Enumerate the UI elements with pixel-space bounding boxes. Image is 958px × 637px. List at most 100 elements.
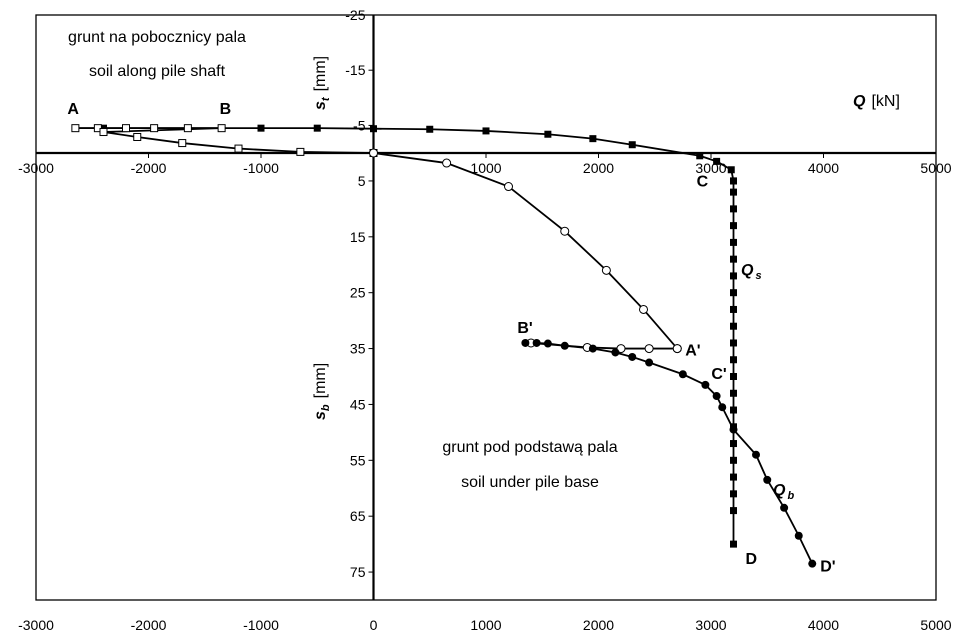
data-point-shaft_unloading bbox=[234, 144, 243, 153]
data-point-base_reloading bbox=[678, 370, 687, 379]
y-bottom-axis-subscript: b bbox=[320, 404, 332, 411]
data-point-shaft_unloading bbox=[178, 139, 187, 148]
data-point-Qs_vertical bbox=[730, 373, 737, 380]
data-point-shaft_unloading bbox=[296, 147, 305, 156]
data-point-Qs_vertical bbox=[730, 440, 737, 448]
y-tick-label: 65 bbox=[350, 508, 366, 524]
x-axis-title: Q [kN] bbox=[853, 93, 900, 110]
point-label: C' bbox=[711, 366, 726, 383]
data-point-base_reloading bbox=[780, 503, 789, 512]
y-tick-label: 75 bbox=[350, 564, 366, 580]
x-tick-label-bottom: 3000 bbox=[695, 617, 726, 633]
data-point-shaft_unloading bbox=[133, 132, 142, 141]
point-label: B' bbox=[517, 320, 532, 337]
y-top-axis-symbol: s bbox=[312, 101, 329, 110]
x-tick-label-top: -2000 bbox=[131, 160, 167, 176]
data-point-shaft_loading bbox=[713, 157, 721, 165]
x-tick-label-top: 4000 bbox=[808, 160, 839, 176]
data-point-base_reloading bbox=[521, 338, 530, 347]
data-point-Qs_vertical bbox=[730, 456, 737, 464]
y-tick-label: 45 bbox=[350, 396, 366, 412]
x-tick-label-bottom: -2000 bbox=[131, 617, 167, 633]
y-tick-label: -5 bbox=[353, 117, 366, 133]
data-point-base_reloading bbox=[560, 341, 569, 350]
x-tick-label-top: 1000 bbox=[470, 160, 501, 176]
x-tick-label-bottom: 2000 bbox=[583, 617, 614, 633]
y-tick-label: -25 bbox=[345, 7, 365, 23]
data-point-base_reloading bbox=[712, 392, 721, 401]
data-point-shaft_loading bbox=[589, 135, 597, 143]
data-point-base_loading bbox=[442, 158, 452, 168]
y-bottom-axis-symbol: s bbox=[312, 411, 329, 420]
data-point-base_loading bbox=[369, 148, 378, 158]
data-point-shaft_unloading bbox=[99, 128, 108, 137]
data-point-base_reloading bbox=[588, 344, 597, 353]
data-point-shaft_loading bbox=[482, 127, 490, 135]
x-axis-symbol: Q bbox=[853, 93, 866, 110]
series-line-shaft_loading bbox=[75, 127, 735, 182]
data-point-base_loading bbox=[560, 226, 570, 236]
x-tick-label-top: -3000 bbox=[18, 160, 54, 176]
data-point-Qs_vertical bbox=[730, 222, 737, 230]
y-tick-label: 15 bbox=[350, 229, 366, 245]
x-tick-label-top: 3000 bbox=[695, 160, 726, 176]
annotation-shaft-en: soil along pile shaft bbox=[89, 63, 226, 80]
data-point-Qs_vertical bbox=[730, 188, 737, 196]
point-label: C bbox=[697, 173, 709, 190]
data-point-Qs_vertical bbox=[730, 540, 737, 548]
data-point-base_reloading bbox=[794, 531, 803, 540]
y-tick-label: -15 bbox=[345, 62, 365, 78]
curve-label-qb-sub: b bbox=[787, 490, 794, 502]
data-point-base_reloading bbox=[645, 358, 654, 367]
data-point-Qs_vertical bbox=[730, 507, 737, 515]
data-point-shaft_loading bbox=[727, 166, 735, 174]
data-point-Qs_vertical bbox=[730, 255, 737, 263]
x-axis-unit: [kN] bbox=[871, 93, 899, 110]
x-tick-label-bottom: 1000 bbox=[470, 617, 501, 633]
data-point-base_reloading bbox=[729, 425, 738, 434]
data-point-shaft_loading bbox=[544, 130, 552, 138]
curve-label-qb-main: Q bbox=[773, 482, 786, 499]
data-point-Qs_vertical bbox=[730, 322, 737, 330]
data-point-Qs_vertical bbox=[730, 177, 737, 185]
data-point-shaft_loading bbox=[313, 124, 321, 132]
x-tick-label-bottom: 4000 bbox=[808, 617, 839, 633]
data-point-Qs_vertical bbox=[730, 490, 737, 498]
data-point-base_reloading bbox=[543, 339, 552, 348]
point-label: A' bbox=[685, 343, 700, 360]
data-point-base_reloading bbox=[628, 352, 637, 361]
data-point-base_reloading bbox=[808, 559, 817, 568]
x-tick-label-top: 5000 bbox=[920, 160, 951, 176]
data-point-shaft_unloading bbox=[150, 124, 159, 133]
plot-frame bbox=[35, 14, 937, 601]
annotation-base-pl: grunt pod podstawą pala bbox=[442, 439, 617, 456]
curve-label-qs-sub: s bbox=[755, 270, 761, 282]
data-point-base_reloading bbox=[752, 450, 760, 459]
data-point-base_reloading bbox=[763, 475, 772, 484]
x-tick-label-bottom: 5000 bbox=[920, 617, 951, 633]
data-point-shaft_unloading bbox=[71, 124, 80, 133]
y-tick-label: 35 bbox=[350, 341, 366, 357]
data-point-Qs_vertical bbox=[730, 406, 737, 414]
data-point-shaft_loading bbox=[628, 141, 636, 149]
x-tick-label-top: 2000 bbox=[583, 160, 614, 176]
data-point-shaft_unloading bbox=[122, 124, 130, 133]
data-point-base_loading bbox=[601, 265, 611, 275]
data-point-base_unloading bbox=[616, 344, 626, 354]
y-top-axis-title: st [mm] bbox=[312, 56, 332, 110]
data-point-Qs_vertical bbox=[730, 305, 737, 313]
data-point-shaft_loading bbox=[370, 125, 377, 133]
data-point-Qs_vertical bbox=[730, 272, 737, 280]
annotation-shaft-pl: grunt na pobocznicy pala bbox=[68, 29, 246, 46]
data-point-shaft_loading bbox=[696, 152, 704, 160]
data-point-base_unloading bbox=[644, 344, 654, 354]
data-point-base_reloading bbox=[532, 338, 541, 347]
data-point-base_reloading bbox=[611, 348, 620, 357]
y-top-axis-subscript: t bbox=[320, 96, 332, 101]
series-line-shaft_unloading bbox=[75, 127, 374, 154]
y-tick-label: 5 bbox=[358, 173, 366, 189]
data-point-base_unloading bbox=[672, 344, 682, 354]
data-point-shaft_loading bbox=[257, 124, 265, 132]
